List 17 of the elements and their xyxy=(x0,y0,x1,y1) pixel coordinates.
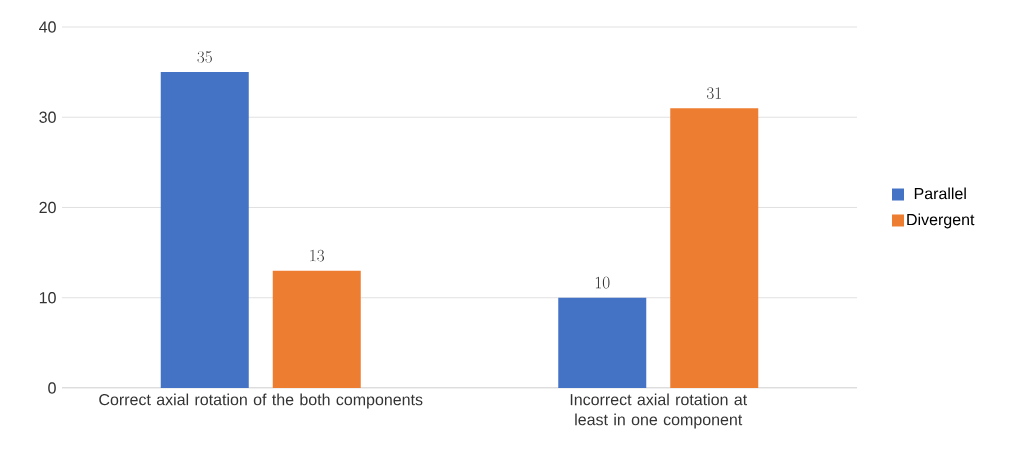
data-label: 31 xyxy=(706,87,721,99)
y-tick-label: 30 xyxy=(39,111,56,123)
bar xyxy=(160,72,249,388)
data-label: 35 xyxy=(197,51,212,63)
y-tick-label: 10 xyxy=(39,292,56,304)
y-tick-label: 20 xyxy=(39,201,56,214)
y-tick-label: 0 xyxy=(48,382,56,394)
legend-label: Parallel xyxy=(914,187,966,200)
x-tick-label: Incorrect axial rotation at least in one component xyxy=(570,393,748,429)
bar xyxy=(558,297,647,388)
y-tick-label: 40 xyxy=(39,21,56,33)
legend-label: Divergent xyxy=(907,213,975,229)
data-label: 10 xyxy=(595,276,610,289)
bar xyxy=(670,108,759,388)
x-tick-label: Correct axial rotation of the both components xyxy=(99,393,423,409)
data-label: 13 xyxy=(310,249,325,262)
bar xyxy=(272,270,361,388)
